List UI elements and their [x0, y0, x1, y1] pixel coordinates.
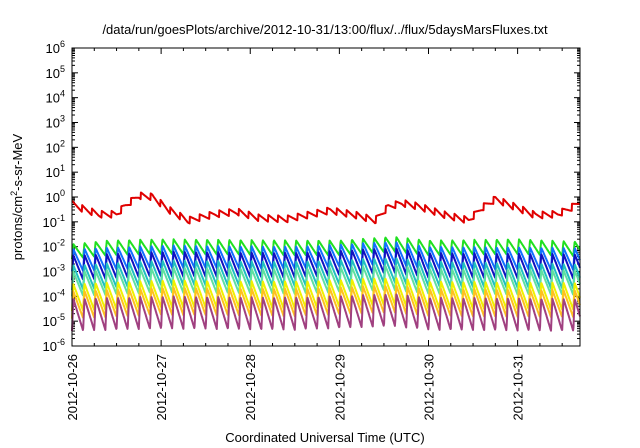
plot-frame — [71, 47, 581, 347]
y-tick-base: 10 — [46, 91, 60, 106]
y-tick-exponent: 4 — [60, 89, 65, 99]
y-tick-exponent: -6 — [57, 337, 65, 347]
x-tick-label: 2012-10-27 — [154, 354, 169, 421]
y-tick-exponent: 0 — [60, 188, 65, 198]
y-tick-label: 10-4 — [43, 287, 65, 304]
y-axis-label-post: -s-sr-MeV — [10, 133, 25, 190]
y-tick-label: 105 — [46, 64, 65, 81]
series-line-2 — [71, 236, 581, 260]
y-axis-label-sup: 2 — [9, 191, 19, 196]
y-tick-base: 10 — [46, 190, 60, 205]
y-tick-base: 10 — [46, 140, 60, 155]
x-axis-ticks: 2012-10-26 2012-10-27 2012-10-28 2012-10-29… — [65, 48, 563, 421]
y-tick-base: 10 — [43, 265, 57, 280]
y-tick-base: 10 — [46, 165, 60, 180]
y-tick-base: 10 — [46, 116, 60, 131]
y-tick-exponent: 5 — [60, 64, 65, 74]
y-tick-exponent: -4 — [57, 287, 65, 297]
y-tick-base: 10 — [43, 240, 57, 255]
y-tick-label: 10-3 — [43, 263, 65, 280]
y-tick-label: 100 — [46, 188, 65, 205]
y-tick-label: 10-6 — [43, 337, 65, 354]
series-line-9 — [71, 293, 581, 332]
y-tick-label: 101 — [46, 163, 65, 180]
x-tick-label: 2012-10-30 — [421, 354, 436, 421]
y-tick-label: 10-2 — [43, 238, 65, 255]
y-tick-exponent: -2 — [57, 238, 65, 248]
y-tick-exponent: 2 — [60, 138, 65, 148]
x-tick-label: 2012-10-26 — [65, 354, 80, 421]
y-tick-label: 10-5 — [43, 312, 65, 329]
y-tick-label: 102 — [46, 138, 65, 155]
series-line-3 — [71, 241, 581, 272]
y-tick-base: 10 — [43, 339, 57, 354]
x-tick-label: 2012-10-28 — [243, 354, 258, 421]
y-axis-label-pre: protons/cm — [10, 196, 25, 260]
y-tick-base: 10 — [43, 215, 57, 230]
y-tick-base: 10 — [46, 66, 60, 81]
y-tick-label: 103 — [46, 114, 65, 131]
y-tick-base: 10 — [43, 314, 57, 329]
y-tick-exponent: 1 — [60, 163, 65, 173]
y-tick-exponent: -5 — [57, 312, 65, 322]
y-tick-label: 106 — [46, 39, 65, 56]
x-axis-label: Coordinated Universal Time (UTC) — [225, 430, 424, 445]
x-tick-label: 2012-10-29 — [332, 354, 347, 421]
y-tick-exponent: 6 — [60, 39, 65, 49]
y-tick-base: 10 — [43, 289, 57, 304]
y-tick-label: 104 — [46, 89, 65, 106]
y-tick-label: 10-1 — [43, 213, 65, 230]
y-tick-exponent: -1 — [57, 213, 65, 223]
series-group — [71, 191, 581, 332]
series-line-1 — [71, 191, 581, 225]
chart-title: /data/run/goesPlots/archive/2012-10-31/1… — [102, 22, 548, 37]
y-tick-exponent: -3 — [57, 263, 65, 273]
y-axis-label: protons/cm2-s-sr-MeV — [9, 133, 25, 260]
y-tick-base: 10 — [46, 41, 60, 56]
x-tick-label: 2012-10-31 — [511, 354, 526, 421]
y-tick-exponent: 3 — [60, 114, 65, 124]
